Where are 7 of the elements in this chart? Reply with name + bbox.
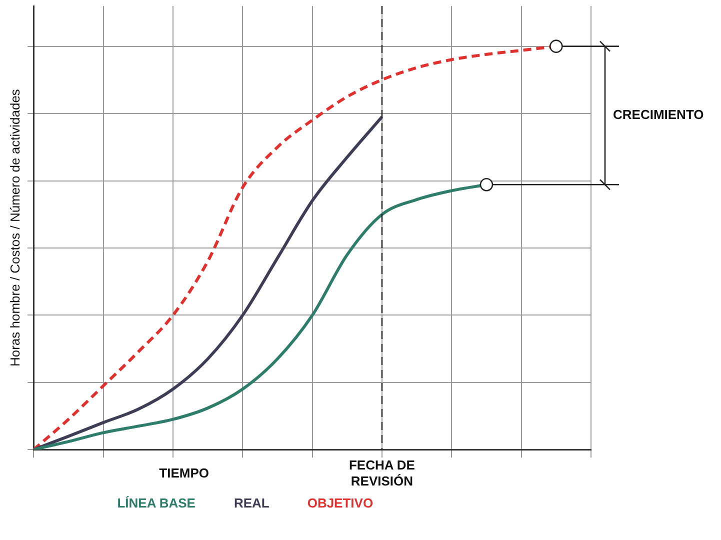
text: FECHA DE REVISIÓN — [348, 458, 416, 489]
text: CRECIMIENTO — [613, 107, 704, 122]
text: REAL — [234, 496, 270, 511]
text: LÍNEA BASE — [117, 496, 196, 511]
text: OBJETIVO — [307, 496, 374, 511]
y-axis-title: Horas hombre / Costos / Número de actividades — [7, 88, 22, 367]
x-axis-title: TIEMPO — [159, 466, 210, 481]
